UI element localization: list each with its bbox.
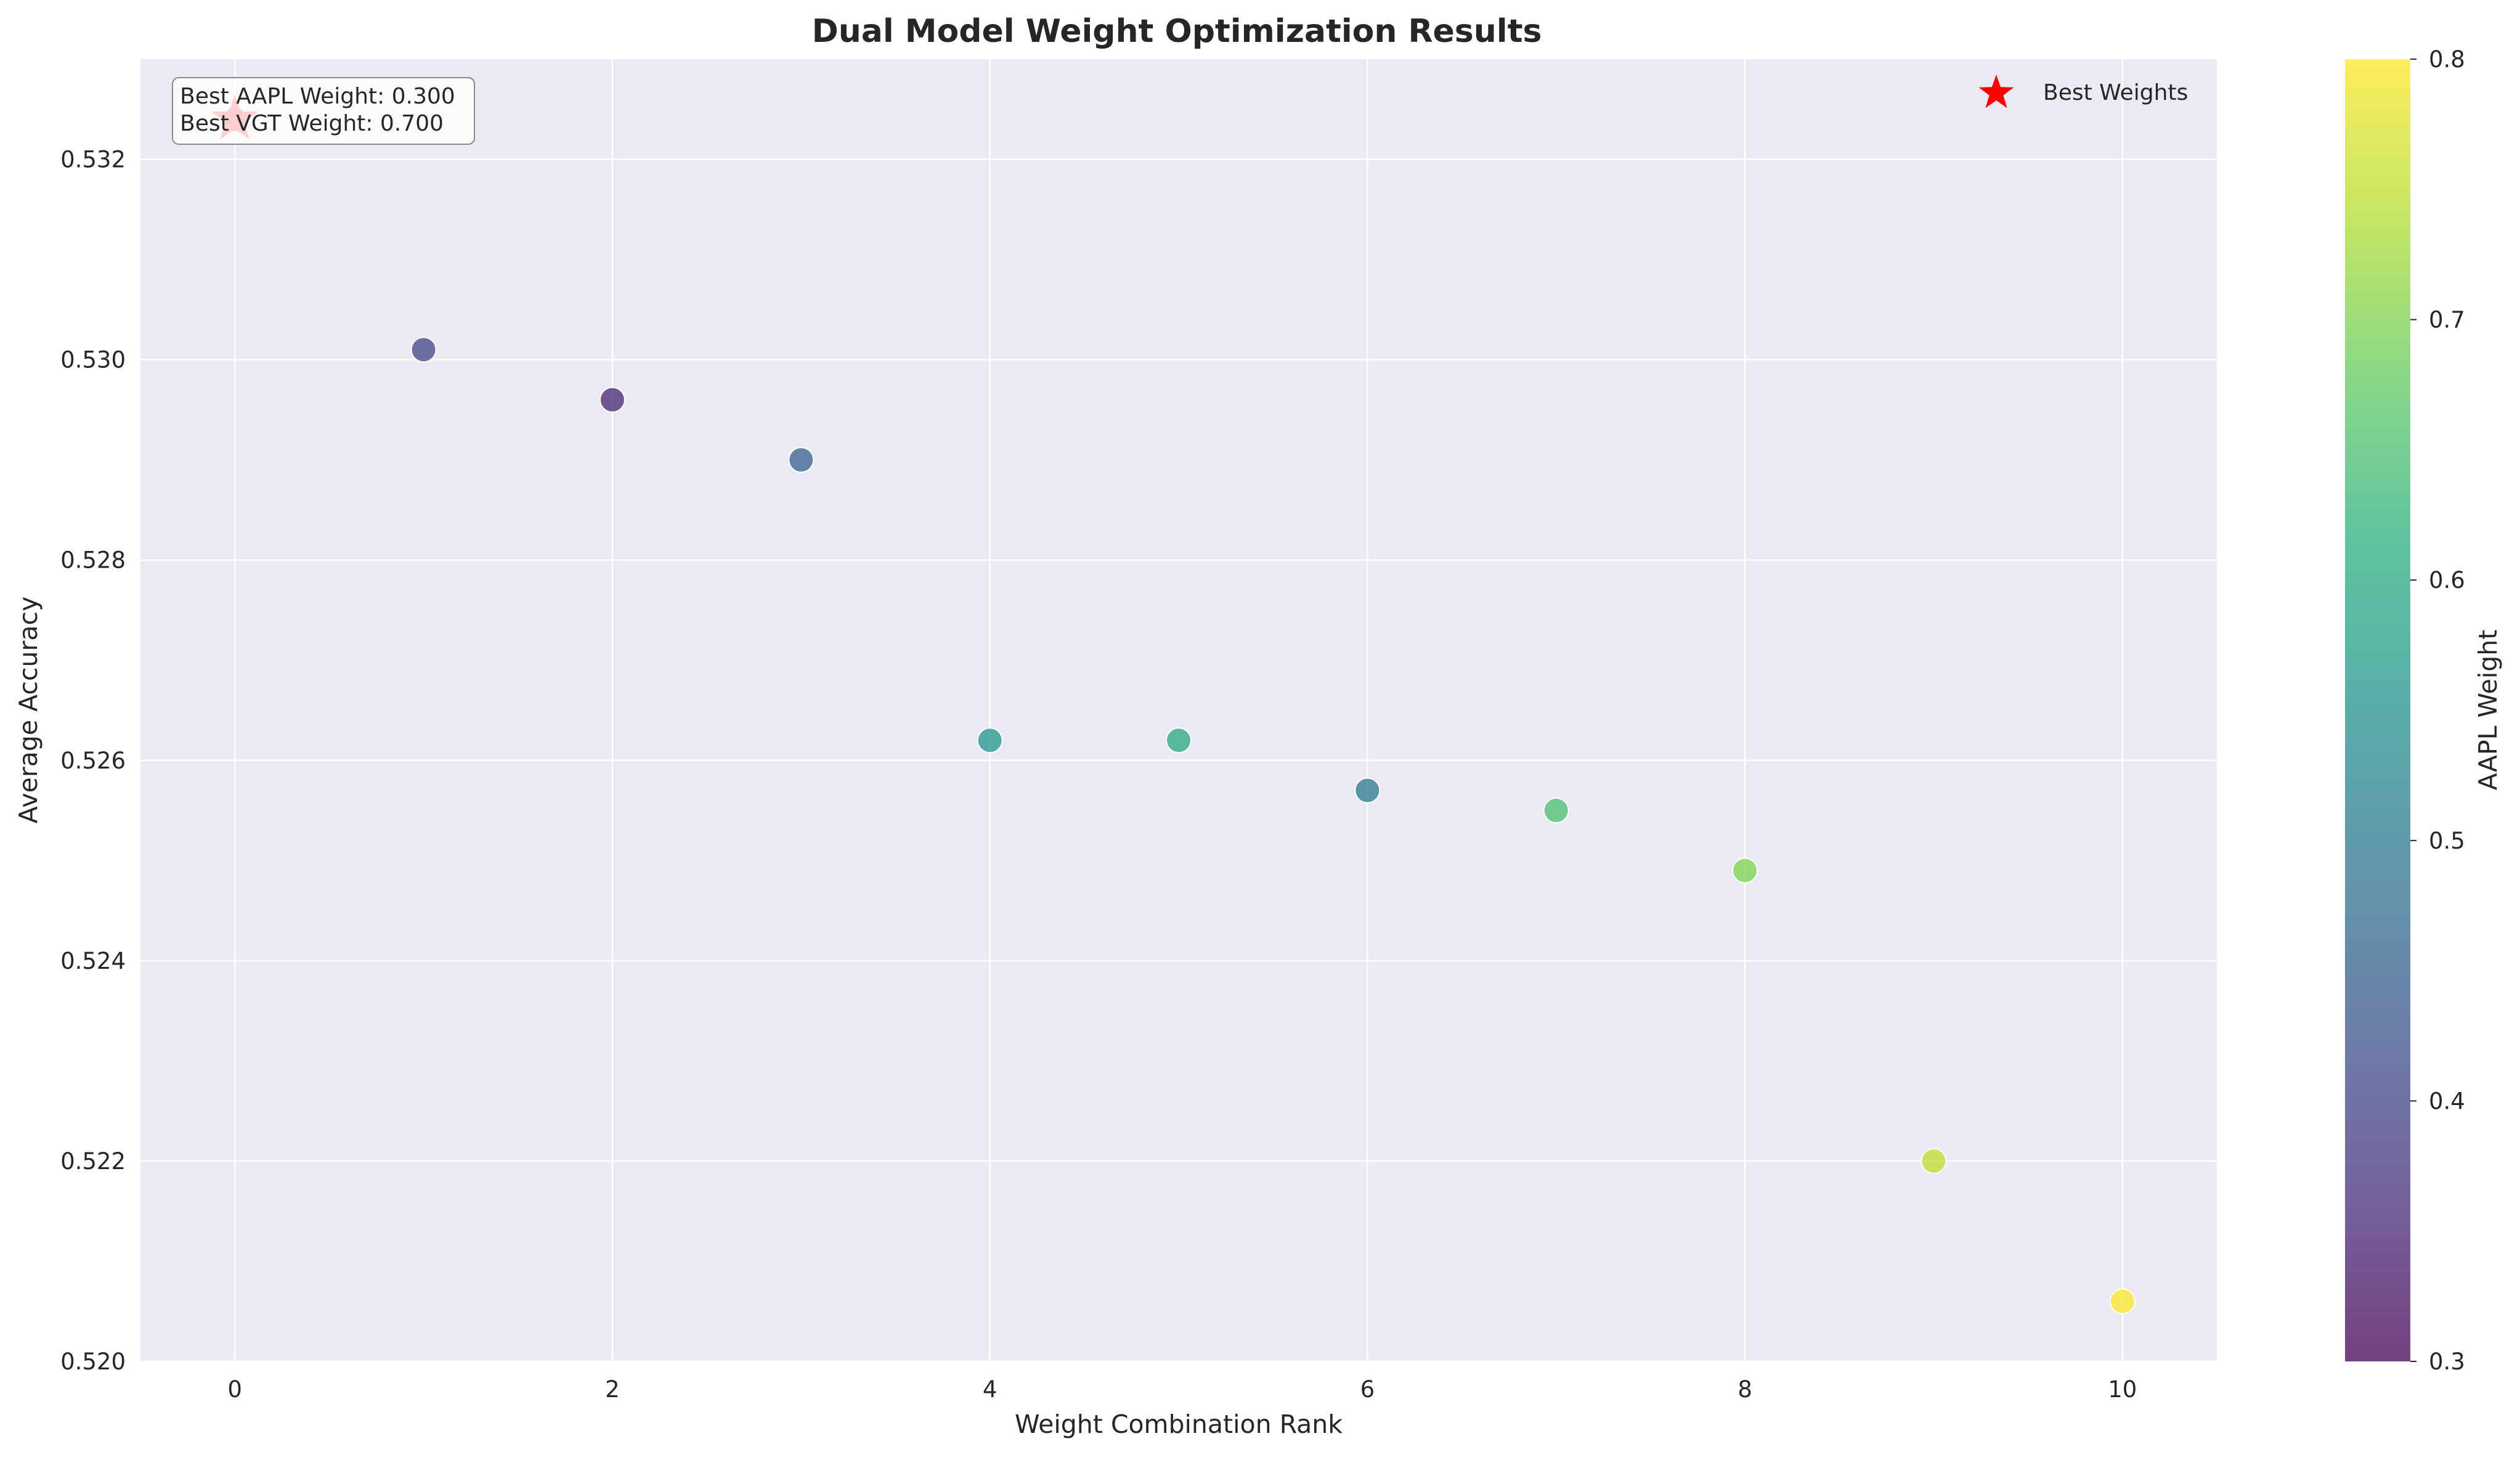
x-tick-label: 6 (1360, 1376, 1375, 1403)
colorbar-ticks: 0.3 0.4 0.5 0.6 0.7 0.8 (2410, 46, 2465, 1375)
scatter-point (1920, 1148, 1947, 1174)
y-tick-label: 0.524 (60, 948, 126, 974)
scatter-point (1166, 727, 1192, 754)
y-tick-label: 0.526 (60, 748, 126, 774)
x-tick-label: 2 (605, 1376, 620, 1403)
y-tick-label: 0.522 (60, 1148, 126, 1175)
y-tick-label: 0.532 (60, 147, 126, 173)
y-tick-label: 0.530 (60, 347, 126, 373)
axis-ticks: 0 2 4 6 8 10 0.520 0.522 0.524 0.526 0.528 0.530 0.5… (60, 147, 2137, 1403)
legend-star-icon (1978, 75, 2014, 108)
y-tick-label: 0.520 (60, 1348, 126, 1375)
x-tick-label: 0 (227, 1376, 242, 1403)
scatter-point (599, 386, 625, 413)
scatter-point (977, 727, 1003, 754)
grid-lines (140, 59, 2217, 1363)
legend-label-best-weights: Best Weights (2043, 80, 2188, 105)
best-weights-annotation: Best AAPL Weight: 0.300 Best VGT Weight:… (172, 77, 475, 145)
x-tick-label: 10 (2108, 1376, 2137, 1403)
legend: Best Weights (1978, 75, 2188, 108)
x-tick-label: 4 (983, 1376, 998, 1403)
annotation-line-aapl: Best AAPL Weight: 0.300 (180, 84, 455, 109)
colorbar-tick-label: 0.5 (2429, 828, 2465, 854)
scatter-point (1732, 857, 1758, 884)
colorbar-tick-label: 0.7 (2429, 307, 2465, 333)
plot-area (140, 59, 2217, 1361)
chart-title: Dual Model Weight Optimization Results (812, 13, 1542, 50)
colorbar-tick-label: 0.4 (2429, 1088, 2465, 1114)
y-tick-label: 0.528 (60, 547, 126, 574)
scatter-point (788, 447, 815, 473)
y-axis-label: Average Accuracy (14, 597, 43, 824)
x-axis-label: Weight Combination Rank (1015, 1409, 1343, 1439)
colorbar (2345, 59, 2410, 1361)
colorbar-tick-label: 0.8 (2429, 46, 2465, 73)
scatter-point (1543, 797, 1569, 824)
scatter-point (1354, 777, 1381, 804)
colorbar-label: AAPL Weight (2473, 630, 2503, 791)
colorbar-tick-label: 0.6 (2429, 567, 2465, 593)
scatter-point (410, 336, 437, 363)
scatter-point (2109, 1288, 2136, 1315)
annotation-box (172, 77, 475, 145)
colorbar-tick-label: 0.3 (2429, 1348, 2465, 1375)
annotation-line-vgt: Best VGT Weight: 0.700 (180, 111, 444, 136)
x-tick-label: 8 (1738, 1376, 1752, 1403)
